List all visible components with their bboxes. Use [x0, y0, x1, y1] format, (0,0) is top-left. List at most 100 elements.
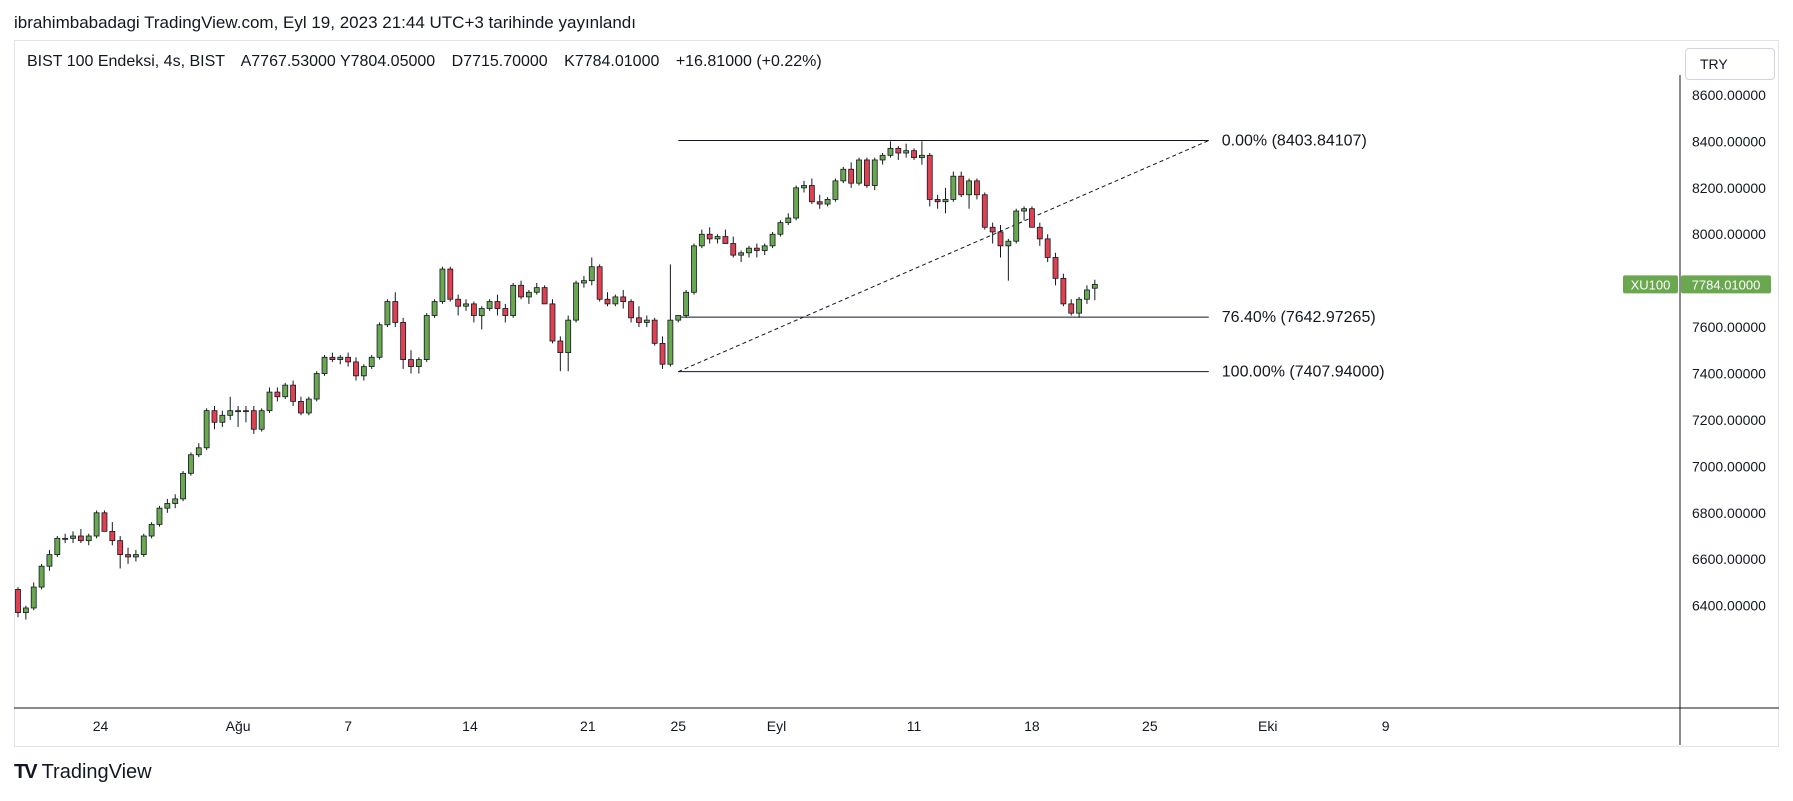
high-value: Y7804.05000 [339, 53, 436, 70]
symbol-badge [1623, 275, 1678, 294]
candle-body [950, 175, 957, 200]
candle-body [997, 231, 1004, 247]
candle-body [518, 284, 524, 298]
fib-level-label: 100.00% (7407.94000) [1222, 364, 1385, 381]
candle-body [478, 308, 485, 316]
candle-body [620, 296, 627, 302]
candle-body [541, 287, 548, 305]
candle-body [816, 201, 823, 205]
candle-body [769, 233, 776, 247]
candle-body [596, 266, 603, 300]
candle-body [785, 217, 792, 224]
y-tick-label: 7600.00000 [1692, 319, 1766, 335]
candle-body [392, 301, 399, 323]
candle-body [22, 607, 29, 614]
symbol-badge-label: XU100 [1631, 277, 1671, 292]
candle-body [321, 356, 328, 374]
x-tick-label: 9 [1382, 718, 1390, 734]
candle-body [714, 236, 721, 240]
candle-body [753, 247, 760, 251]
candle-body [211, 410, 218, 423]
candle-body [85, 535, 92, 542]
candle-body [1021, 208, 1027, 212]
candle-body [235, 410, 241, 413]
candle-body [832, 180, 839, 200]
tradingview-logo-icon: TV [14, 761, 38, 783]
candle-body [486, 301, 493, 309]
candle-body [588, 266, 595, 282]
candle-body [376, 324, 383, 358]
candle-body [793, 187, 800, 219]
candle-body [54, 537, 61, 555]
candle-body [101, 512, 108, 532]
candle-body [966, 180, 972, 196]
candle-body [30, 586, 37, 609]
candle-body [109, 530, 116, 542]
candle-body [305, 398, 312, 414]
x-tick-label: 7 [344, 718, 352, 734]
candle-body [360, 366, 367, 377]
candle-body [691, 245, 697, 293]
candle-body [761, 245, 768, 251]
candle-body [408, 359, 414, 367]
candle-body [502, 308, 509, 316]
candle-body [549, 303, 556, 342]
candle-body [981, 194, 988, 228]
x-tick-label: Eyl [767, 718, 786, 734]
candle-body [636, 317, 642, 323]
candle-body [871, 159, 878, 186]
publish-info: ibrahimbabadagi TradingView.com, Eyl 19,… [14, 13, 636, 32]
candle-body [77, 535, 84, 542]
candle-body [659, 342, 666, 365]
y-tick-label: 6600.00000 [1692, 551, 1766, 567]
candle-body [313, 373, 320, 400]
candle-body [203, 410, 210, 449]
candle-body [15, 589, 21, 614]
candle-body [400, 322, 407, 360]
candle-body [667, 319, 674, 365]
candle-body [746, 247, 752, 254]
candle-body [1060, 277, 1067, 305]
close-value: K7784.01000 [564, 53, 660, 70]
candle-body [156, 507, 163, 525]
candle-body [132, 554, 139, 558]
candle-body [848, 168, 855, 184]
candle-body [125, 554, 131, 558]
candle-body [510, 284, 517, 316]
candle-body [604, 298, 611, 305]
candle-body [1076, 298, 1082, 314]
candle-body [989, 226, 996, 233]
candle-body [1084, 289, 1090, 300]
candle-body [290, 384, 297, 402]
candle-body [895, 147, 902, 154]
x-tick-label: 18 [1024, 718, 1040, 734]
candle-body [879, 154, 886, 161]
y-tick-label: 7000.00000 [1692, 458, 1766, 474]
symbol-name[interactable]: BIST 100 Endeksi, 4s, BIST [27, 53, 226, 70]
tradingview-brand[interactable]: TV TradingView [14, 761, 152, 784]
y-tick-label: 8000.00000 [1692, 226, 1766, 242]
last-price-label: 7784.01000 [1692, 277, 1761, 292]
candle-body [1005, 240, 1012, 247]
brand-label: TradingView [41, 761, 152, 783]
x-tick-label: 11 [907, 718, 922, 734]
y-tick-label: 8200.00000 [1692, 180, 1766, 196]
candle-body [494, 301, 501, 309]
candle-body [447, 268, 454, 300]
candle-body [942, 199, 949, 203]
candle-body [651, 319, 658, 344]
y-tick-label: 8400.00000 [1692, 133, 1766, 149]
candle-body [298, 400, 304, 414]
last-price-badge [1681, 275, 1771, 294]
candle-body [1068, 303, 1075, 314]
candle-body [274, 391, 281, 398]
candle-body [384, 301, 391, 326]
candle-body [840, 168, 847, 182]
candle-body [675, 315, 682, 321]
y-tick-label: 8600.00000 [1692, 87, 1766, 103]
x-tick-label: 24 [93, 718, 109, 734]
candle-body [345, 356, 352, 363]
candle-body [431, 301, 438, 316]
currency-button[interactable]: TRY [1685, 48, 1775, 80]
